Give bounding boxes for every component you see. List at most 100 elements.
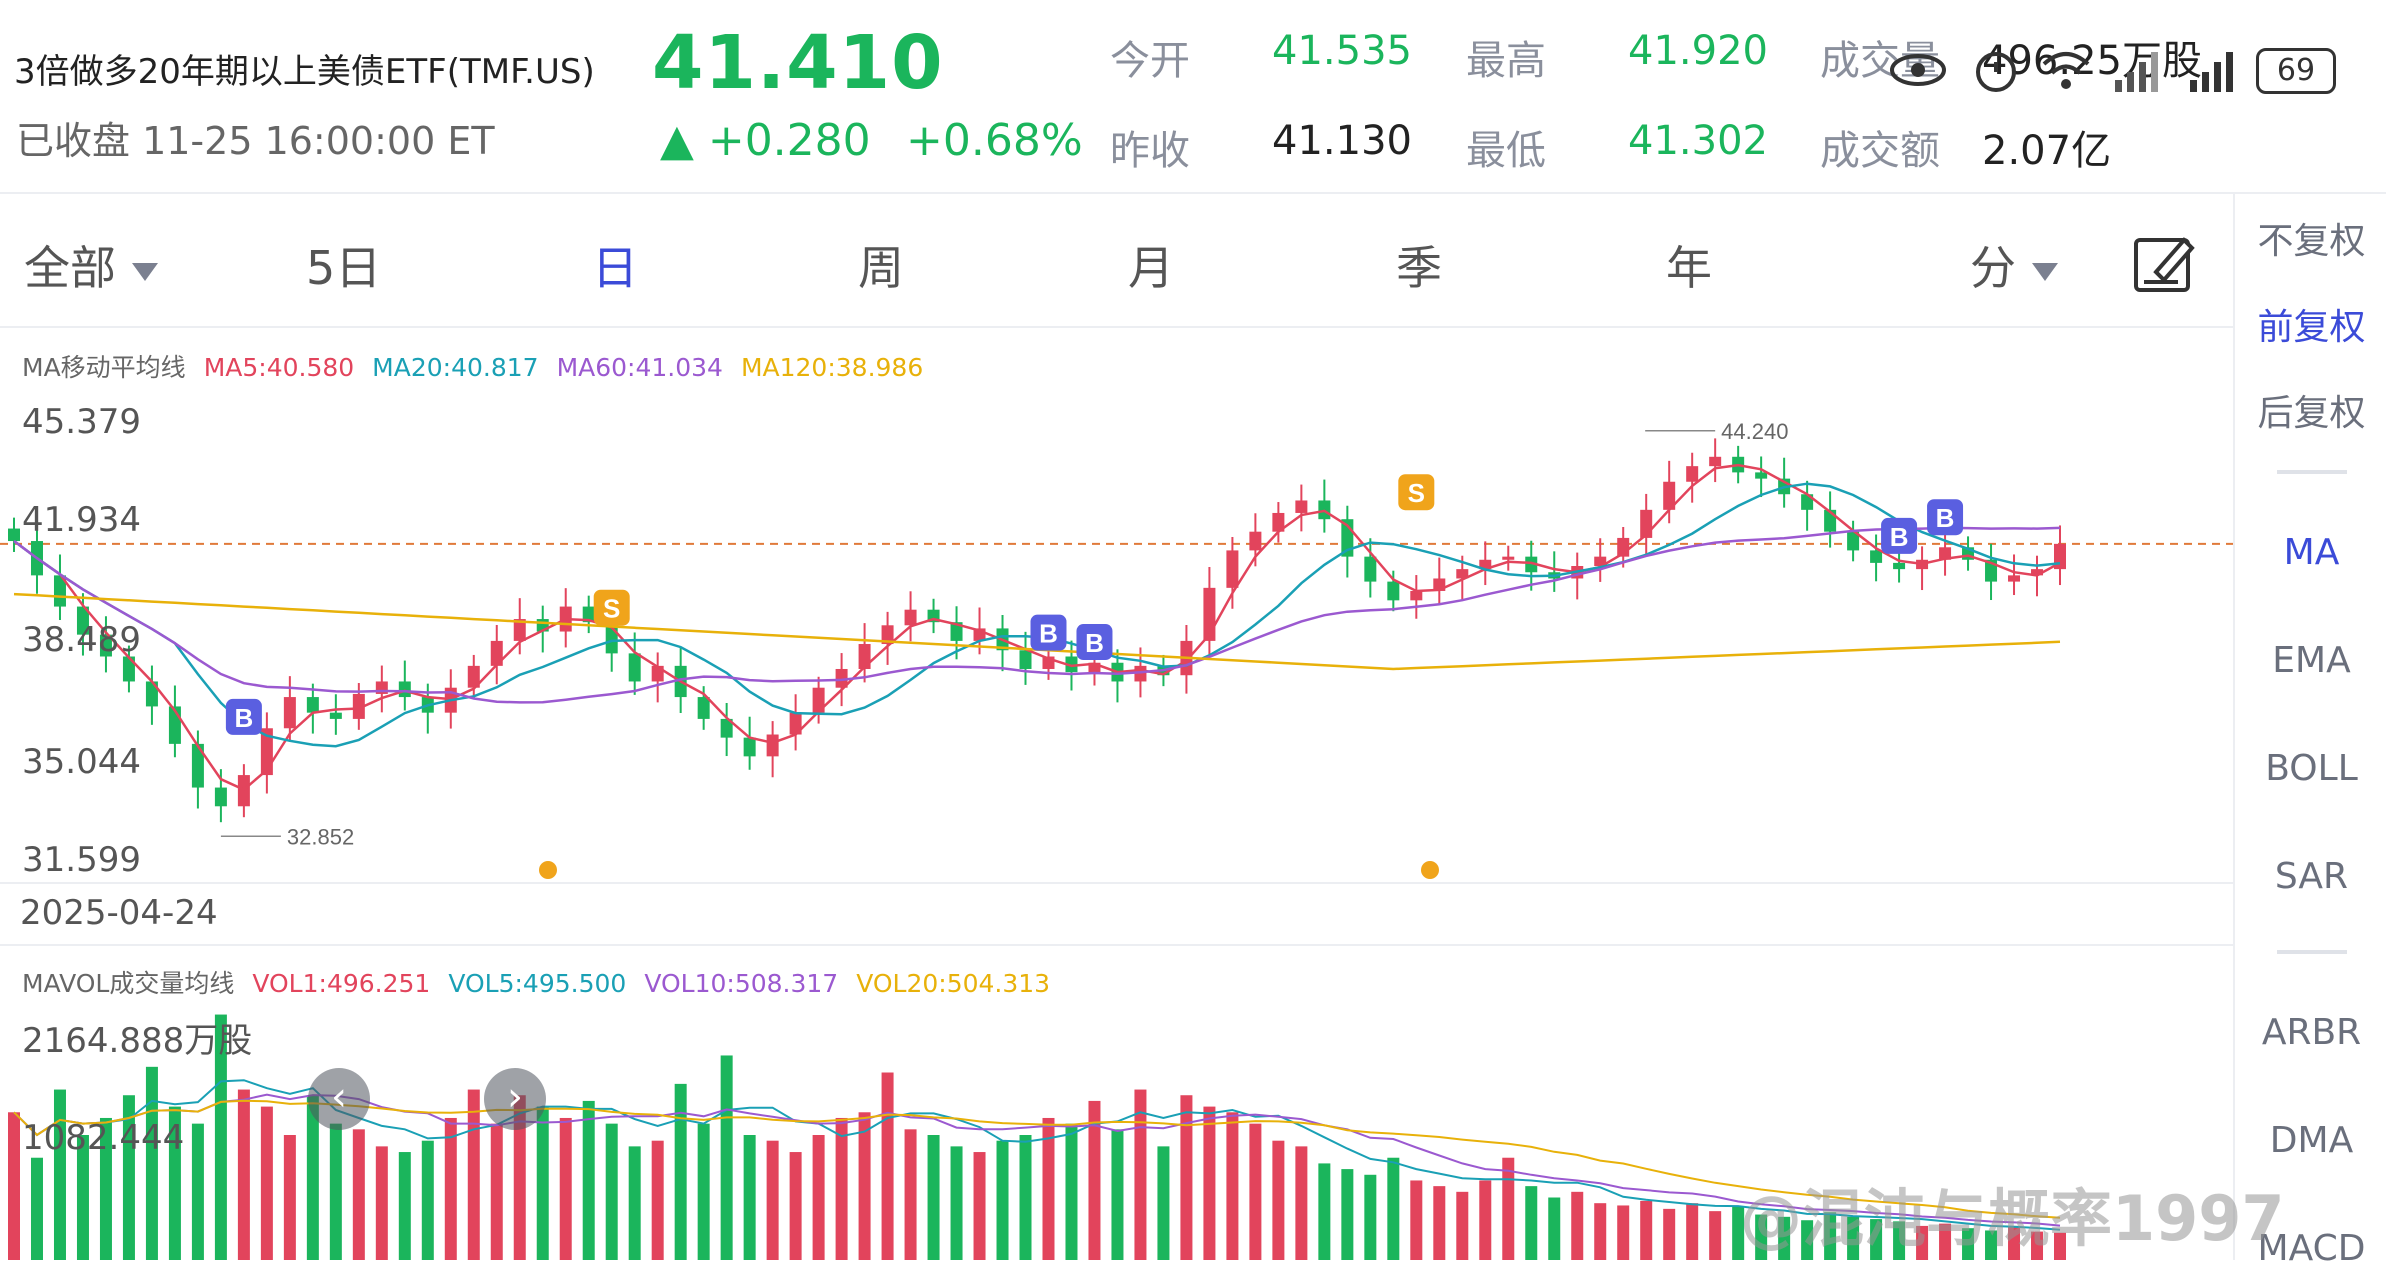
volume-bar [2054, 1232, 2066, 1260]
volume-bar [1525, 1186, 1538, 1260]
volume-bar [766, 1140, 779, 1260]
volume-bar [490, 1123, 503, 1260]
chart-divider-2 [0, 944, 2233, 946]
volume-chart[interactable] [0, 1000, 2233, 1260]
volume-bar [168, 1106, 181, 1260]
candle-body [766, 734, 779, 757]
volume-bar [1456, 1191, 1469, 1260]
tab-0[interactable]: 全部 [24, 232, 158, 298]
ma60-line [13, 526, 2061, 704]
indicator-ema[interactable]: EMA [2272, 640, 2351, 681]
indicator-不复权[interactable]: 不复权 [2257, 221, 2366, 262]
buy-marker[interactable]: B [225, 698, 262, 735]
candle-body [145, 681, 158, 707]
candle-body [352, 693, 365, 719]
stat-value: 496.25万股 [1982, 38, 2202, 84]
volume-bar [99, 1117, 112, 1260]
volume-bar [1272, 1140, 1285, 1260]
draw-tool-icon[interactable] [2130, 228, 2200, 298]
price-change-pct: +0.68% [906, 115, 1083, 166]
legend-item: MA移动平均线 [22, 353, 186, 382]
candle-body [329, 712, 342, 719]
volume-bar [1824, 1212, 1837, 1260]
legend-item: VOL20:504.313 [856, 969, 1051, 998]
volume-bar [1318, 1163, 1331, 1260]
stat-label: 最高 [1466, 38, 1546, 84]
header-divider [0, 192, 2386, 194]
candle-body [214, 787, 227, 807]
volume-bar [1203, 1106, 1216, 1260]
tab-1[interactable]: 5日 [306, 232, 381, 298]
buy-marker[interactable]: B [1927, 499, 1964, 536]
scroll-right-button[interactable]: › [484, 1068, 546, 1130]
volume-bar [2008, 1225, 2021, 1260]
candle-body [1755, 472, 1768, 479]
volume-bar [651, 1140, 664, 1260]
indicator-ma[interactable]: MA [2283, 532, 2340, 573]
candle-body [99, 634, 112, 657]
indicator-后复权[interactable]: 后复权 [2257, 393, 2366, 434]
watermark: @混沌与概率1997 [1740, 1182, 2285, 1255]
tab-2[interactable]: 日 [592, 232, 638, 298]
tab-5[interactable]: 季 [1396, 232, 1442, 298]
vol-tick-2: 1082.444 [22, 1118, 185, 1158]
volume-bar [812, 1135, 825, 1260]
candle-body [697, 697, 710, 719]
volume-bar [1732, 1206, 1745, 1260]
chevron-down-icon [132, 262, 158, 281]
tab-label: 季 [1396, 241, 1442, 295]
candle-body [1939, 547, 1952, 560]
candle-body [1594, 556, 1607, 567]
volume-bar [1364, 1174, 1377, 1260]
candle-body [1801, 494, 1814, 510]
candle-body [122, 656, 135, 682]
high-marker: 44.240 [1721, 419, 1788, 444]
volume-bar [214, 1014, 227, 1260]
volume-bar [444, 1117, 457, 1260]
marker-label: S [1408, 478, 1425, 508]
volume-bar [1709, 1211, 1722, 1260]
candle-body [1226, 550, 1239, 588]
volume-bar [559, 1117, 572, 1260]
volume-bar [191, 1123, 204, 1260]
tab-3[interactable]: 周 [858, 232, 904, 298]
event-dot[interactable] [539, 861, 557, 879]
legend-item: VOL5:495.500 [448, 969, 627, 998]
volume-bar [835, 1117, 848, 1260]
sell-marker[interactable]: S [593, 589, 630, 626]
volume-bar [1663, 1208, 1676, 1260]
candle-body [1088, 662, 1101, 673]
tab-7[interactable]: 分 [1970, 232, 2058, 298]
buy-marker[interactable]: B [1881, 517, 1918, 554]
scroll-left-button[interactable]: ‹ [308, 1068, 370, 1130]
volume-bar [743, 1135, 756, 1260]
legend-item: VOL1:496.251 [252, 969, 431, 998]
indicator-前复权[interactable]: 前复权 [2257, 307, 2366, 348]
stat-value: 41.302 [1628, 118, 1768, 164]
marker-label: B [1039, 619, 1058, 649]
candle-body [881, 625, 894, 645]
sell-marker[interactable]: S [1398, 474, 1435, 511]
volume-bar [1019, 1135, 1032, 1260]
tab-6[interactable]: 年 [1666, 232, 1712, 298]
volume-bar [1548, 1197, 1561, 1260]
buy-marker[interactable]: B [1030, 614, 1067, 651]
event-dot[interactable] [1421, 861, 1439, 879]
indicator-arbr[interactable]: ARBR [2261, 1012, 2362, 1053]
volume-bar [1617, 1205, 1630, 1260]
tab-4[interactable]: 月 [1128, 232, 1174, 298]
candle-body [1364, 556, 1377, 582]
candle-body [467, 665, 480, 688]
buy-marker[interactable]: B [1076, 624, 1113, 661]
low-marker: 32.852 [287, 824, 354, 849]
volume-bar [789, 1152, 802, 1260]
indicator-sar[interactable]: SAR [2274, 856, 2349, 897]
volume-bar [536, 1106, 549, 1260]
indicator-boll[interactable]: BOLL [2265, 748, 2358, 789]
candle-body [1065, 656, 1078, 673]
candle-body [1525, 556, 1538, 573]
volume-bar [973, 1152, 986, 1260]
indicator-dma[interactable]: DMA [2269, 1120, 2354, 1161]
y-tick-4: 35.044 [22, 742, 141, 782]
